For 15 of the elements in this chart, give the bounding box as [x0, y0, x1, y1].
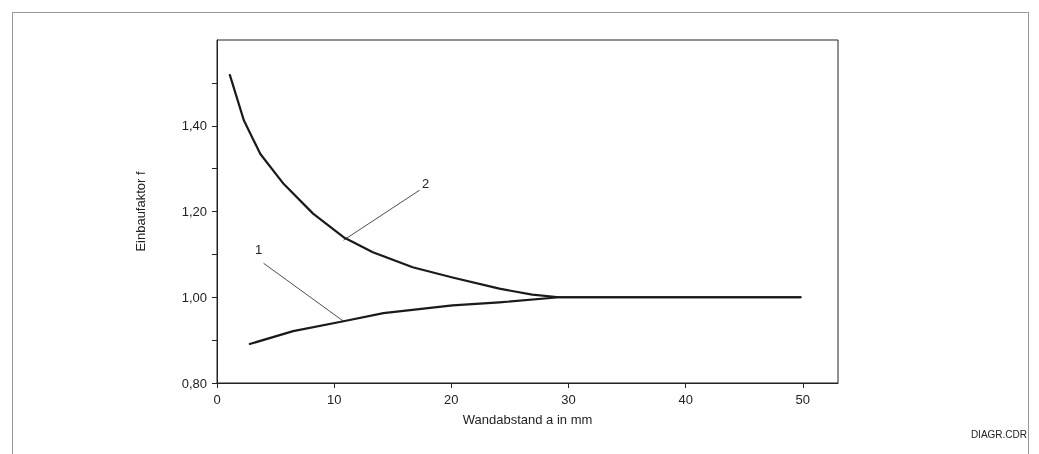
annotation: 2: [421, 175, 430, 191]
x-axis-title: Wandabstand a in mm: [462, 412, 593, 427]
x-tick-label: 40: [678, 392, 693, 407]
x-tick-label: 0: [213, 392, 221, 407]
x-tick-label: 50: [795, 392, 811, 407]
y-tick-label: 1,40: [181, 118, 207, 134]
x-tick-label: 20: [444, 392, 459, 407]
text: DIAGR.CDR: [970, 429, 1027, 440]
annotation: 1: [254, 241, 263, 257]
x-tick-label: 30: [561, 392, 576, 407]
y-axis-title: Einbaufaktor f: [133, 171, 148, 252]
y-tick-label: 0,80: [181, 375, 207, 391]
y-tick-label: 1,00: [181, 289, 207, 305]
x-tick-label: 10: [326, 392, 342, 407]
y-tick-label: 1,20: [181, 204, 207, 219]
